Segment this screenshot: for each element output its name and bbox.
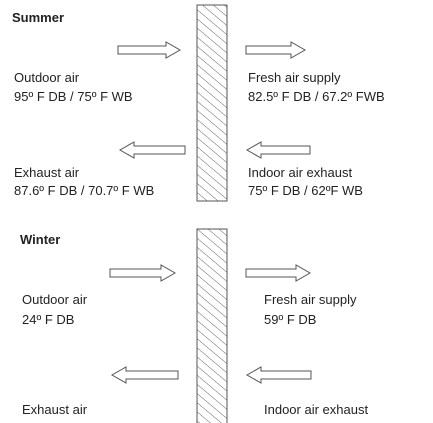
arrow-right — [245, 264, 312, 282]
label: Fresh air supply — [248, 70, 341, 85]
arrow-left — [110, 366, 179, 384]
wall — [196, 4, 228, 202]
label: Exhaust air — [14, 165, 80, 180]
condition: 95º F DB / 75º F WB — [14, 89, 133, 104]
arrow-left — [245, 141, 311, 159]
condition: 59º F DB — [264, 312, 316, 327]
condition: 75º F DB / 62ºF WB — [248, 183, 363, 198]
label: Indoor air exhaust — [264, 402, 368, 417]
wall — [196, 228, 228, 423]
condition: 24º F DB — [22, 312, 74, 327]
label: Outdoor air — [14, 70, 80, 85]
section-title: Winter — [20, 232, 60, 247]
arrow-right — [109, 264, 177, 282]
condition: 87.6º F DB / 70.7º F WB — [14, 183, 154, 198]
arrow-right — [117, 41, 182, 59]
section-title: Summer — [12, 10, 64, 25]
arrow-left — [118, 141, 186, 159]
label: Fresh air supply — [264, 292, 357, 307]
arrow-right — [245, 41, 307, 59]
condition: 82.5º F DB / 67.2º FWB — [248, 89, 385, 104]
label: Indoor air exhaust — [248, 165, 352, 180]
arrow-left — [245, 366, 312, 384]
label: Outdoor air — [22, 292, 88, 307]
label: Exhaust air — [22, 402, 88, 417]
